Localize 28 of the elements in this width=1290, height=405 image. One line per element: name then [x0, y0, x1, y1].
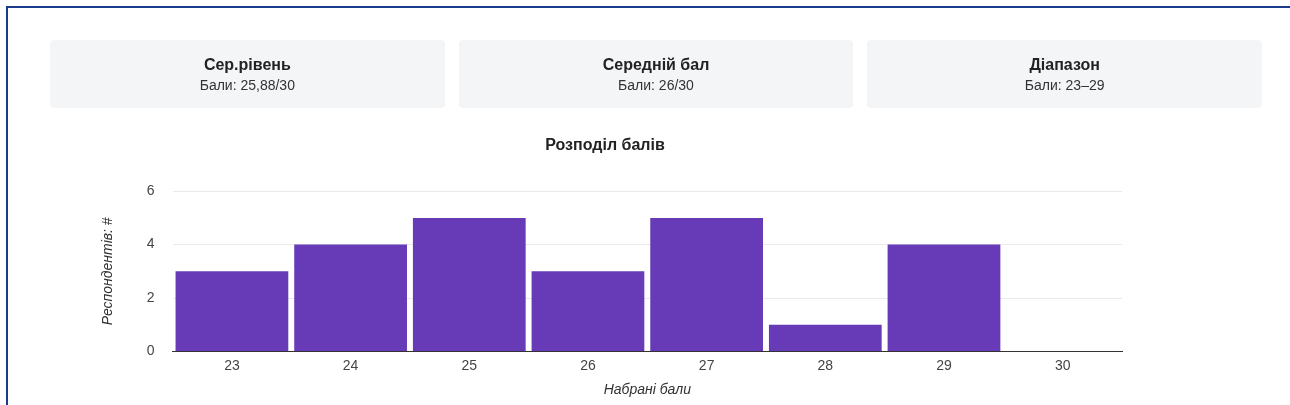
bar [175, 271, 289, 351]
chart-title: Розподіл балів [545, 136, 665, 154]
x-tick-label: 30 [1054, 356, 1071, 373]
x-tick-label: 23 [224, 356, 240, 373]
y-tick-label: 4 [146, 235, 155, 252]
bar [650, 217, 763, 351]
bar [412, 217, 526, 351]
y-tick-label: 2 [146, 288, 155, 305]
x-tick-label: 27 [698, 356, 715, 373]
bar [768, 324, 882, 351]
x-tick-label: 24 [342, 356, 359, 373]
bar [294, 244, 407, 351]
bar [887, 244, 1001, 351]
text: Середній бал [602, 55, 710, 74]
y-axis-title: Респондентів: # [99, 217, 116, 326]
x-tick-label: 29 [936, 356, 952, 373]
y-tick-label: 0 [146, 342, 155, 359]
x-axis-title: Набрані бали [603, 381, 692, 398]
x-tick-label: 25 [461, 356, 478, 373]
text: Бали: 23–29 [1024, 76, 1105, 93]
x-tick-label: 28 [817, 356, 834, 373]
text: Бали: 26/30 [618, 76, 694, 93]
bar [531, 271, 645, 351]
x-tick-label: 26 [580, 356, 596, 373]
text: Бали: 25,88/30 [199, 76, 295, 93]
y-tick-label: 6 [146, 182, 155, 199]
text: Діапазон [1029, 55, 1100, 74]
text: Сер.рівень [203, 55, 291, 74]
